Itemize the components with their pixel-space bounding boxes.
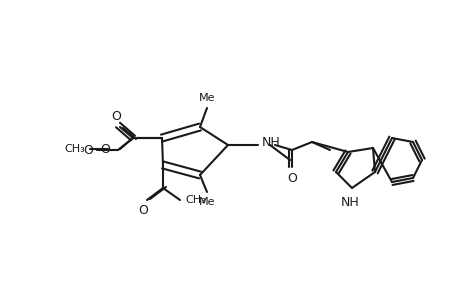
Text: NH: NH <box>262 136 280 148</box>
Text: O: O <box>100 142 110 155</box>
Text: Me: Me <box>198 197 215 207</box>
Text: Me: Me <box>198 93 215 103</box>
Text: CH₃: CH₃ <box>185 195 205 205</box>
Text: O: O <box>111 110 121 123</box>
Text: O: O <box>138 204 148 217</box>
Text: O: O <box>83 143 93 157</box>
Text: O: O <box>286 172 297 185</box>
Text: NH: NH <box>340 196 358 209</box>
Text: CH₃: CH₃ <box>64 144 85 154</box>
